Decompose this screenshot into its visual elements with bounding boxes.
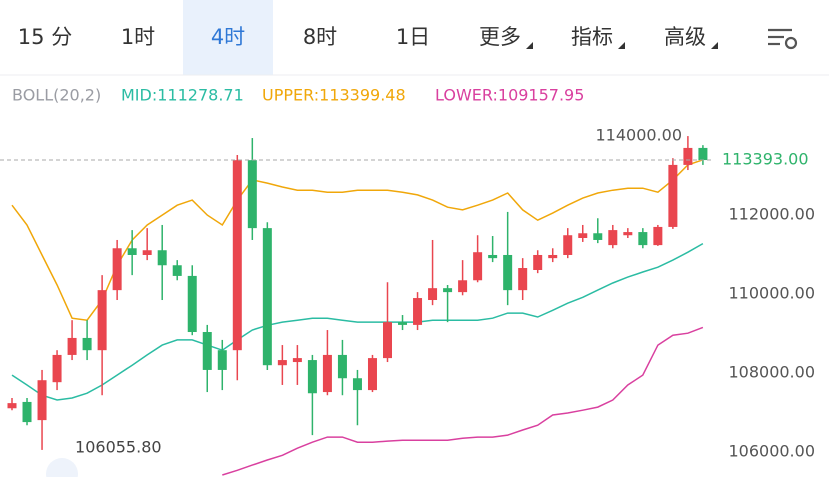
y-tick-label: 114000.00 [595,126,682,145]
candle-body [563,235,573,255]
candle-body [112,248,122,291]
tab[interactable]: 指标 [571,25,613,49]
candle-body [623,232,633,236]
band-line [11,159,704,322]
candle-body [127,248,137,255]
legend-entry: LOWER:109157.95 [435,86,584,105]
candle-body [668,164,678,227]
candle-body [67,337,77,355]
candle-body [548,254,558,259]
toolbar: 15 分 1时 4时 8时 1日 更多 指标 高级 [18,0,718,75]
low-label: 106055.80 [75,437,162,456]
band-line [222,326,704,476]
indicator-name: BOLL(20,2) [12,86,101,105]
plot [7,136,708,476]
candle-body [82,337,92,351]
tab[interactable]: 1日 [396,25,430,49]
candle-body [683,147,693,165]
candle-body [247,160,257,229]
candle-body [428,288,438,301]
candle-body [653,226,663,246]
candle-body [322,354,332,393]
y-tick-label: 110000.00 [728,284,815,303]
candle-body [593,233,603,240]
dropdown-arrow [618,42,625,49]
legend-entry: MID:111278.71 [121,86,244,105]
candle-body [698,147,708,161]
candle-body [157,250,167,266]
candle-body [443,288,453,293]
candle-body [172,265,182,276]
current-price-label: 113393.00 [722,150,809,169]
tab[interactable]: 高级 [664,25,706,49]
candle-body [7,403,17,409]
tab[interactable]: 8时 [303,25,337,49]
candle-body [262,228,272,366]
tab[interactable]: 1时 [121,25,155,49]
candle-body [638,232,648,246]
candle-body [352,378,362,391]
candle-body [398,322,408,325]
band-line [11,242,704,401]
candle-body [232,160,242,351]
tab[interactable]: 更多 [479,25,521,49]
y-tick-label: 106000.00 [728,442,815,461]
candle-body [518,268,528,291]
candle-body [22,401,32,423]
candle-body [307,360,317,394]
candle-body [337,354,347,379]
candle-body [142,250,152,255]
candle-body [292,358,302,363]
dropdown-arrow [711,42,718,49]
candle-body [97,290,107,351]
candle-body [202,332,212,370]
dropdown-arrow [526,42,533,49]
tab[interactable]: 15 分 [18,25,72,49]
y-tick-label: 112000.00 [728,205,815,224]
candle-body [458,280,468,293]
overlay: 113393.00 114000.00 112000.00 110000.00 1080… [0,126,815,461]
candle-body [533,254,543,270]
y-tick-label: 108000.00 [728,363,815,382]
candle-body [488,254,498,259]
candle-body [367,358,377,391]
candle-body [277,360,287,366]
candle-body [52,354,62,383]
candle-body [473,252,483,281]
candle-body [413,298,423,325]
candle-body [217,350,227,370]
tab[interactable]: 4时 [211,25,245,49]
candle-body [37,380,47,421]
tab-selected-bg [183,0,273,75]
candle-body [608,230,618,246]
candle-body [187,275,197,333]
legend-entry: UPPER:113399.48 [262,86,406,105]
candle-body [383,322,392,359]
candle-body [578,233,588,238]
candle-body [503,254,513,291]
settings-icon[interactable] [768,28,798,50]
scroll-button[interactable] [46,458,78,481]
